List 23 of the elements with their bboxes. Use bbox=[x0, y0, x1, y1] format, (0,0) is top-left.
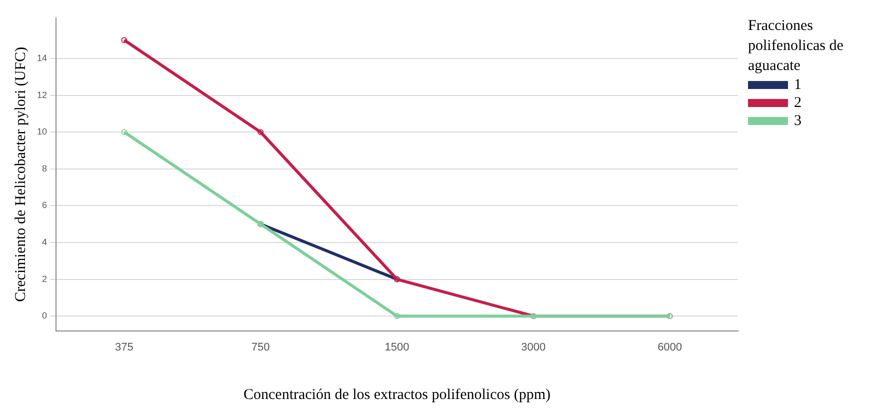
x-tick-label: 375 bbox=[115, 341, 134, 354]
y-axis-title: Crecimiento de Helicobacter pylori (UFC) bbox=[12, 46, 29, 302]
y-tick-label: 2 bbox=[42, 274, 48, 284]
y-tick-label: 12 bbox=[36, 90, 48, 100]
x-tick-label: 3000 bbox=[521, 341, 546, 354]
legend-label: 3 bbox=[794, 112, 802, 130]
y-tick-label: 4 bbox=[42, 236, 48, 247]
y-tick-label: 10 bbox=[36, 126, 48, 137]
x-tick-label: 6000 bbox=[658, 341, 682, 354]
y-tick-label: 8 bbox=[42, 163, 48, 174]
point bbox=[394, 313, 400, 320]
y-tick-label: 14 bbox=[36, 52, 48, 63]
y-tick-label: 6 bbox=[42, 200, 48, 210]
point bbox=[258, 129, 264, 136]
legend-title: Fracciones polifenolicas de aguacate bbox=[748, 17, 844, 76]
x-tick-label: 750 bbox=[251, 341, 270, 354]
y-tick-label: 0 bbox=[42, 310, 48, 321]
legend-label: 2 bbox=[794, 94, 802, 112]
x-axis-title: Concentración de los extractos polifenolicos (ppm) bbox=[244, 386, 551, 403]
point bbox=[121, 129, 128, 136]
legend-label: 1 bbox=[794, 76, 802, 94]
x-tick-label: 1500 bbox=[384, 341, 410, 354]
point bbox=[121, 37, 128, 44]
